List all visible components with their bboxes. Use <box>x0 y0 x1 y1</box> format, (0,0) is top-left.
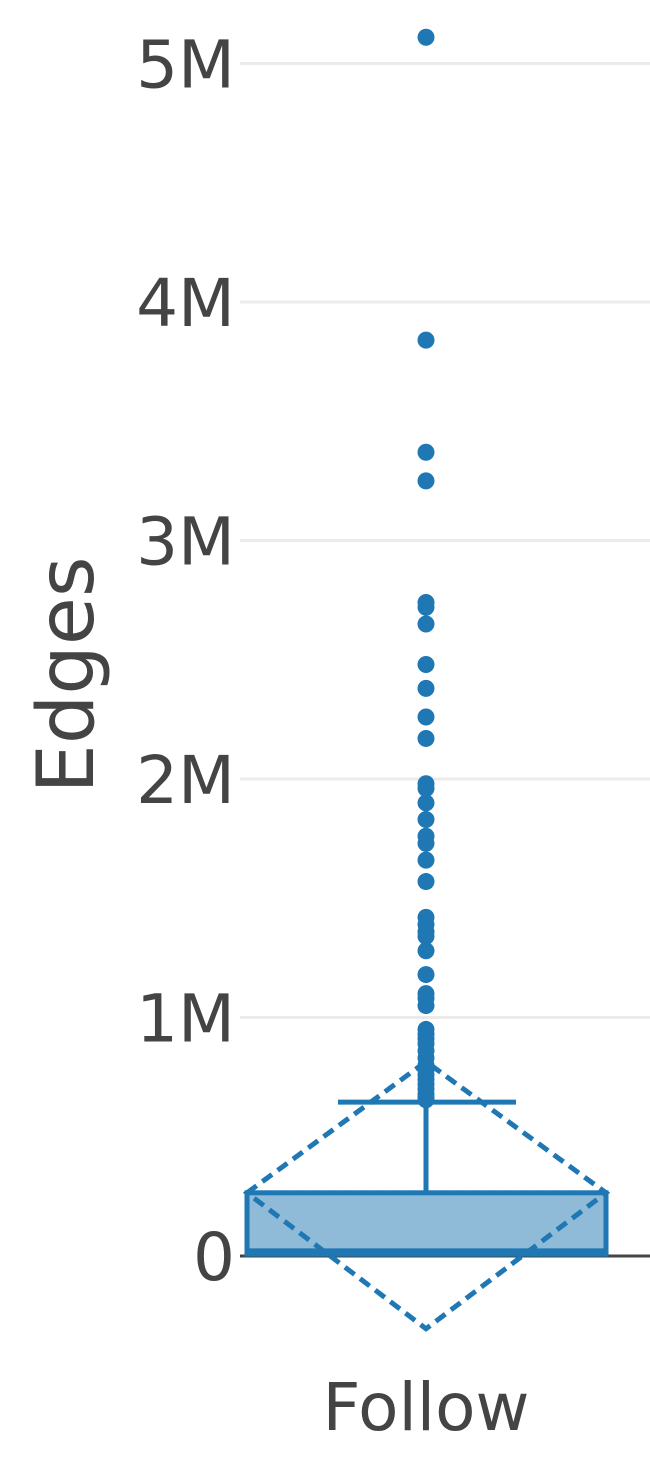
outlier-point <box>417 28 435 46</box>
outlier-point <box>417 873 435 891</box>
outlier-point <box>417 834 435 852</box>
outlier-point <box>417 615 435 633</box>
y-axis-title: Edges <box>22 557 112 794</box>
box-series-follow <box>242 28 611 1332</box>
outlier-point <box>417 997 435 1015</box>
grid-lines <box>240 62 650 1019</box>
x-category-label: Follow <box>322 1369 529 1446</box>
y-tick-label: 1M <box>136 981 235 1058</box>
y-axis-ticks: 0 1M 2M 3M 4M 5M <box>136 27 235 1297</box>
outlier-point <box>417 729 435 747</box>
y-tick-label: 0 <box>193 1219 235 1296</box>
outlier-point <box>417 942 435 960</box>
outlier-point <box>417 472 435 490</box>
outlier-point <box>417 1091 435 1109</box>
outlier-point <box>417 708 435 726</box>
y-tick-label: 5M <box>136 27 235 104</box>
outlier-point <box>417 656 435 674</box>
outlier-point <box>417 679 435 697</box>
outlier-point <box>417 851 435 869</box>
outlier-point <box>417 794 435 812</box>
outlier-point <box>417 927 435 945</box>
outlier-point <box>417 443 435 461</box>
outlier-point <box>417 331 435 349</box>
box-iqr <box>244 1190 609 1257</box>
outlier-point <box>417 780 435 798</box>
y-tick-label: 4M <box>136 265 235 342</box>
y-tick-label: 2M <box>136 742 235 819</box>
outlier-point <box>417 966 435 984</box>
sd-diamond <box>242 1058 611 1332</box>
outlier-point <box>417 811 435 829</box>
outlier-point <box>417 598 435 616</box>
y-tick-label: 3M <box>136 504 235 581</box>
